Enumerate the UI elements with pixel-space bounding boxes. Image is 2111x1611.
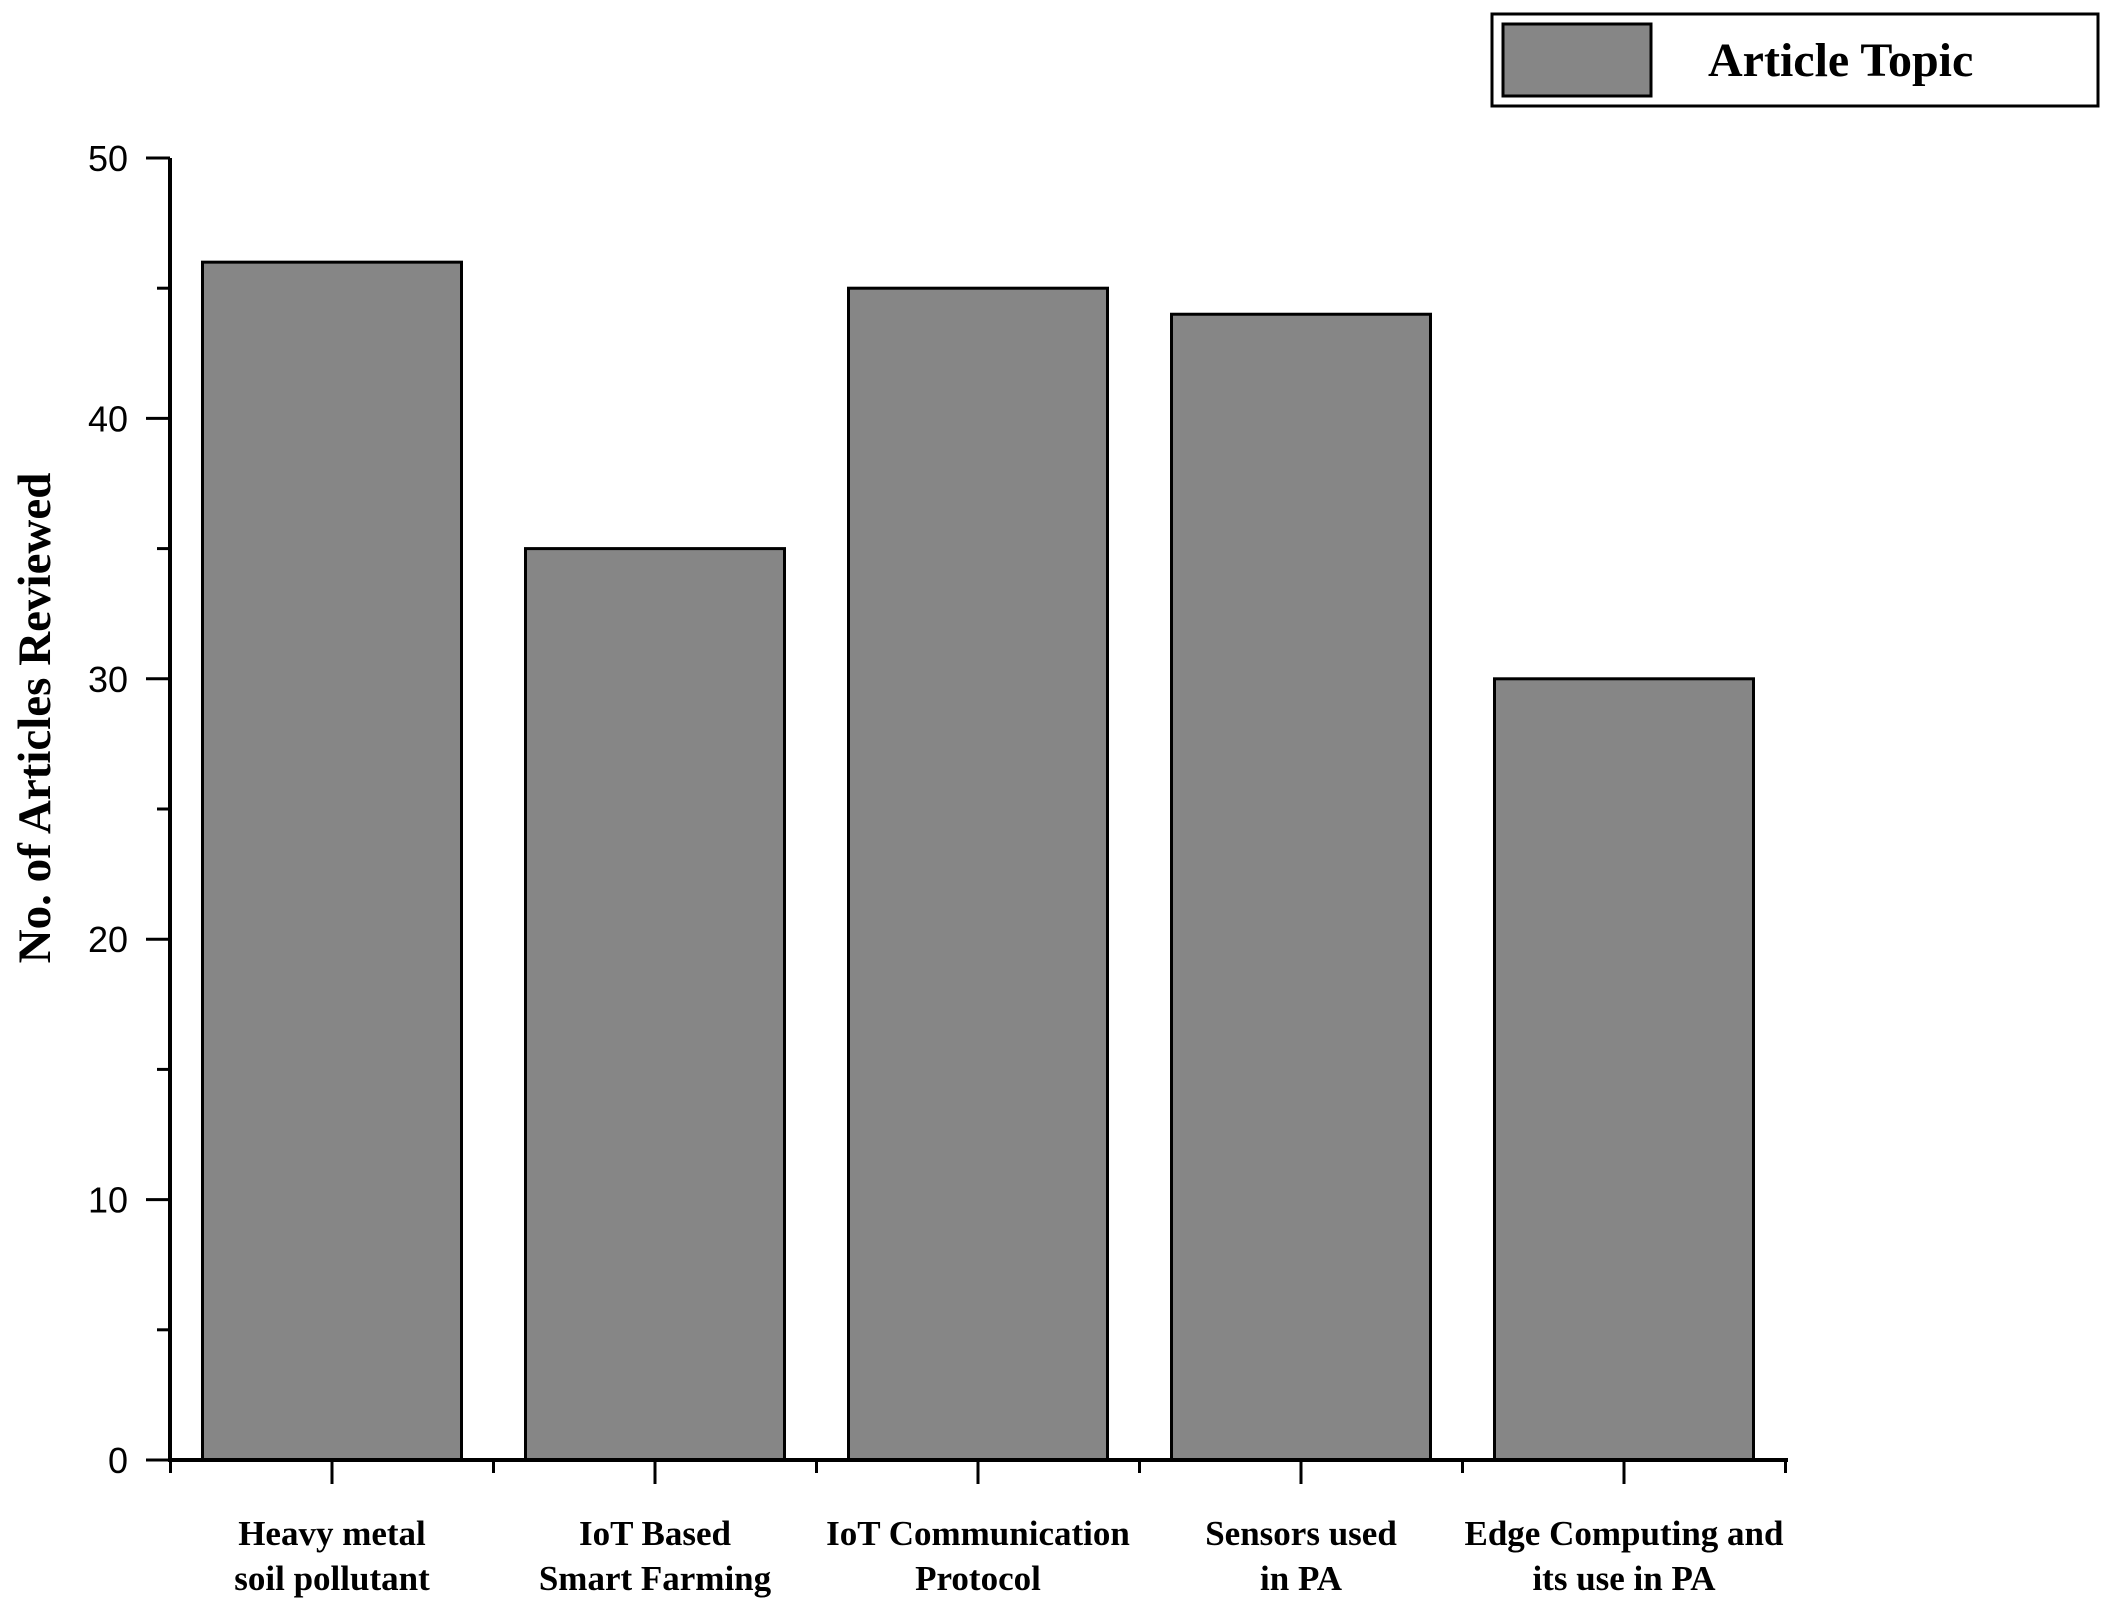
y-tick-label: 20 [88, 919, 128, 960]
x-tick-label-line: IoT Communication [826, 1514, 1130, 1553]
x-tick-label-line: Edge Computing and [1465, 1514, 1785, 1553]
y-tick-label: 30 [88, 659, 128, 700]
legend-label: Article Topic [1708, 34, 1973, 87]
legend-swatch [1501, 22, 1653, 98]
x-tick-label: Sensors used in PA [1205, 1514, 1397, 1598]
bar-5 [1493, 677, 1755, 1462]
x-tick-label-line: in PA [1260, 1559, 1343, 1598]
x-tick-label-line: Heavy metal [238, 1514, 426, 1553]
x-tick-label-line: Sensors used [1205, 1514, 1397, 1553]
x-tick-label: Edge Computing and its use in PA [1465, 1514, 1785, 1598]
x-tick-label: Heavy metal soil pollutant [234, 1514, 430, 1598]
x-tick-label: IoT Based Smart Farming [539, 1514, 772, 1598]
bars-group [201, 260, 1755, 1462]
y-tick-label: 0 [108, 1440, 128, 1481]
x-tick-label: IoT Communication Protocol [826, 1514, 1130, 1598]
x-tick-label-line: its use in PA [1532, 1559, 1716, 1598]
bar-3 [847, 286, 1109, 1462]
y-axis-label: No. of Articles Reviewed [9, 473, 61, 964]
legend: Article Topic [1490, 12, 2100, 108]
y-tick-label: 50 [88, 138, 128, 179]
bar-1 [201, 260, 463, 1462]
bar-4 [1170, 312, 1432, 1462]
y-tick-label: 40 [88, 398, 128, 439]
y-ticks-group: 0 10 20 30 40 50 [88, 138, 170, 1481]
x-tick-label-line: IoT Based [579, 1514, 732, 1553]
x-tick-label-line: Smart Farming [539, 1559, 772, 1598]
x-ticks-group [169, 1460, 1787, 1484]
y-tick-label: 10 [88, 1180, 128, 1221]
bar-2 [524, 547, 786, 1462]
x-tick-label-line: soil pollutant [234, 1559, 430, 1598]
x-tick-label-line: Protocol [915, 1559, 1041, 1598]
category-labels-group: Heavy metal soil pollutant IoT Based Smart … [234, 1514, 1784, 1598]
